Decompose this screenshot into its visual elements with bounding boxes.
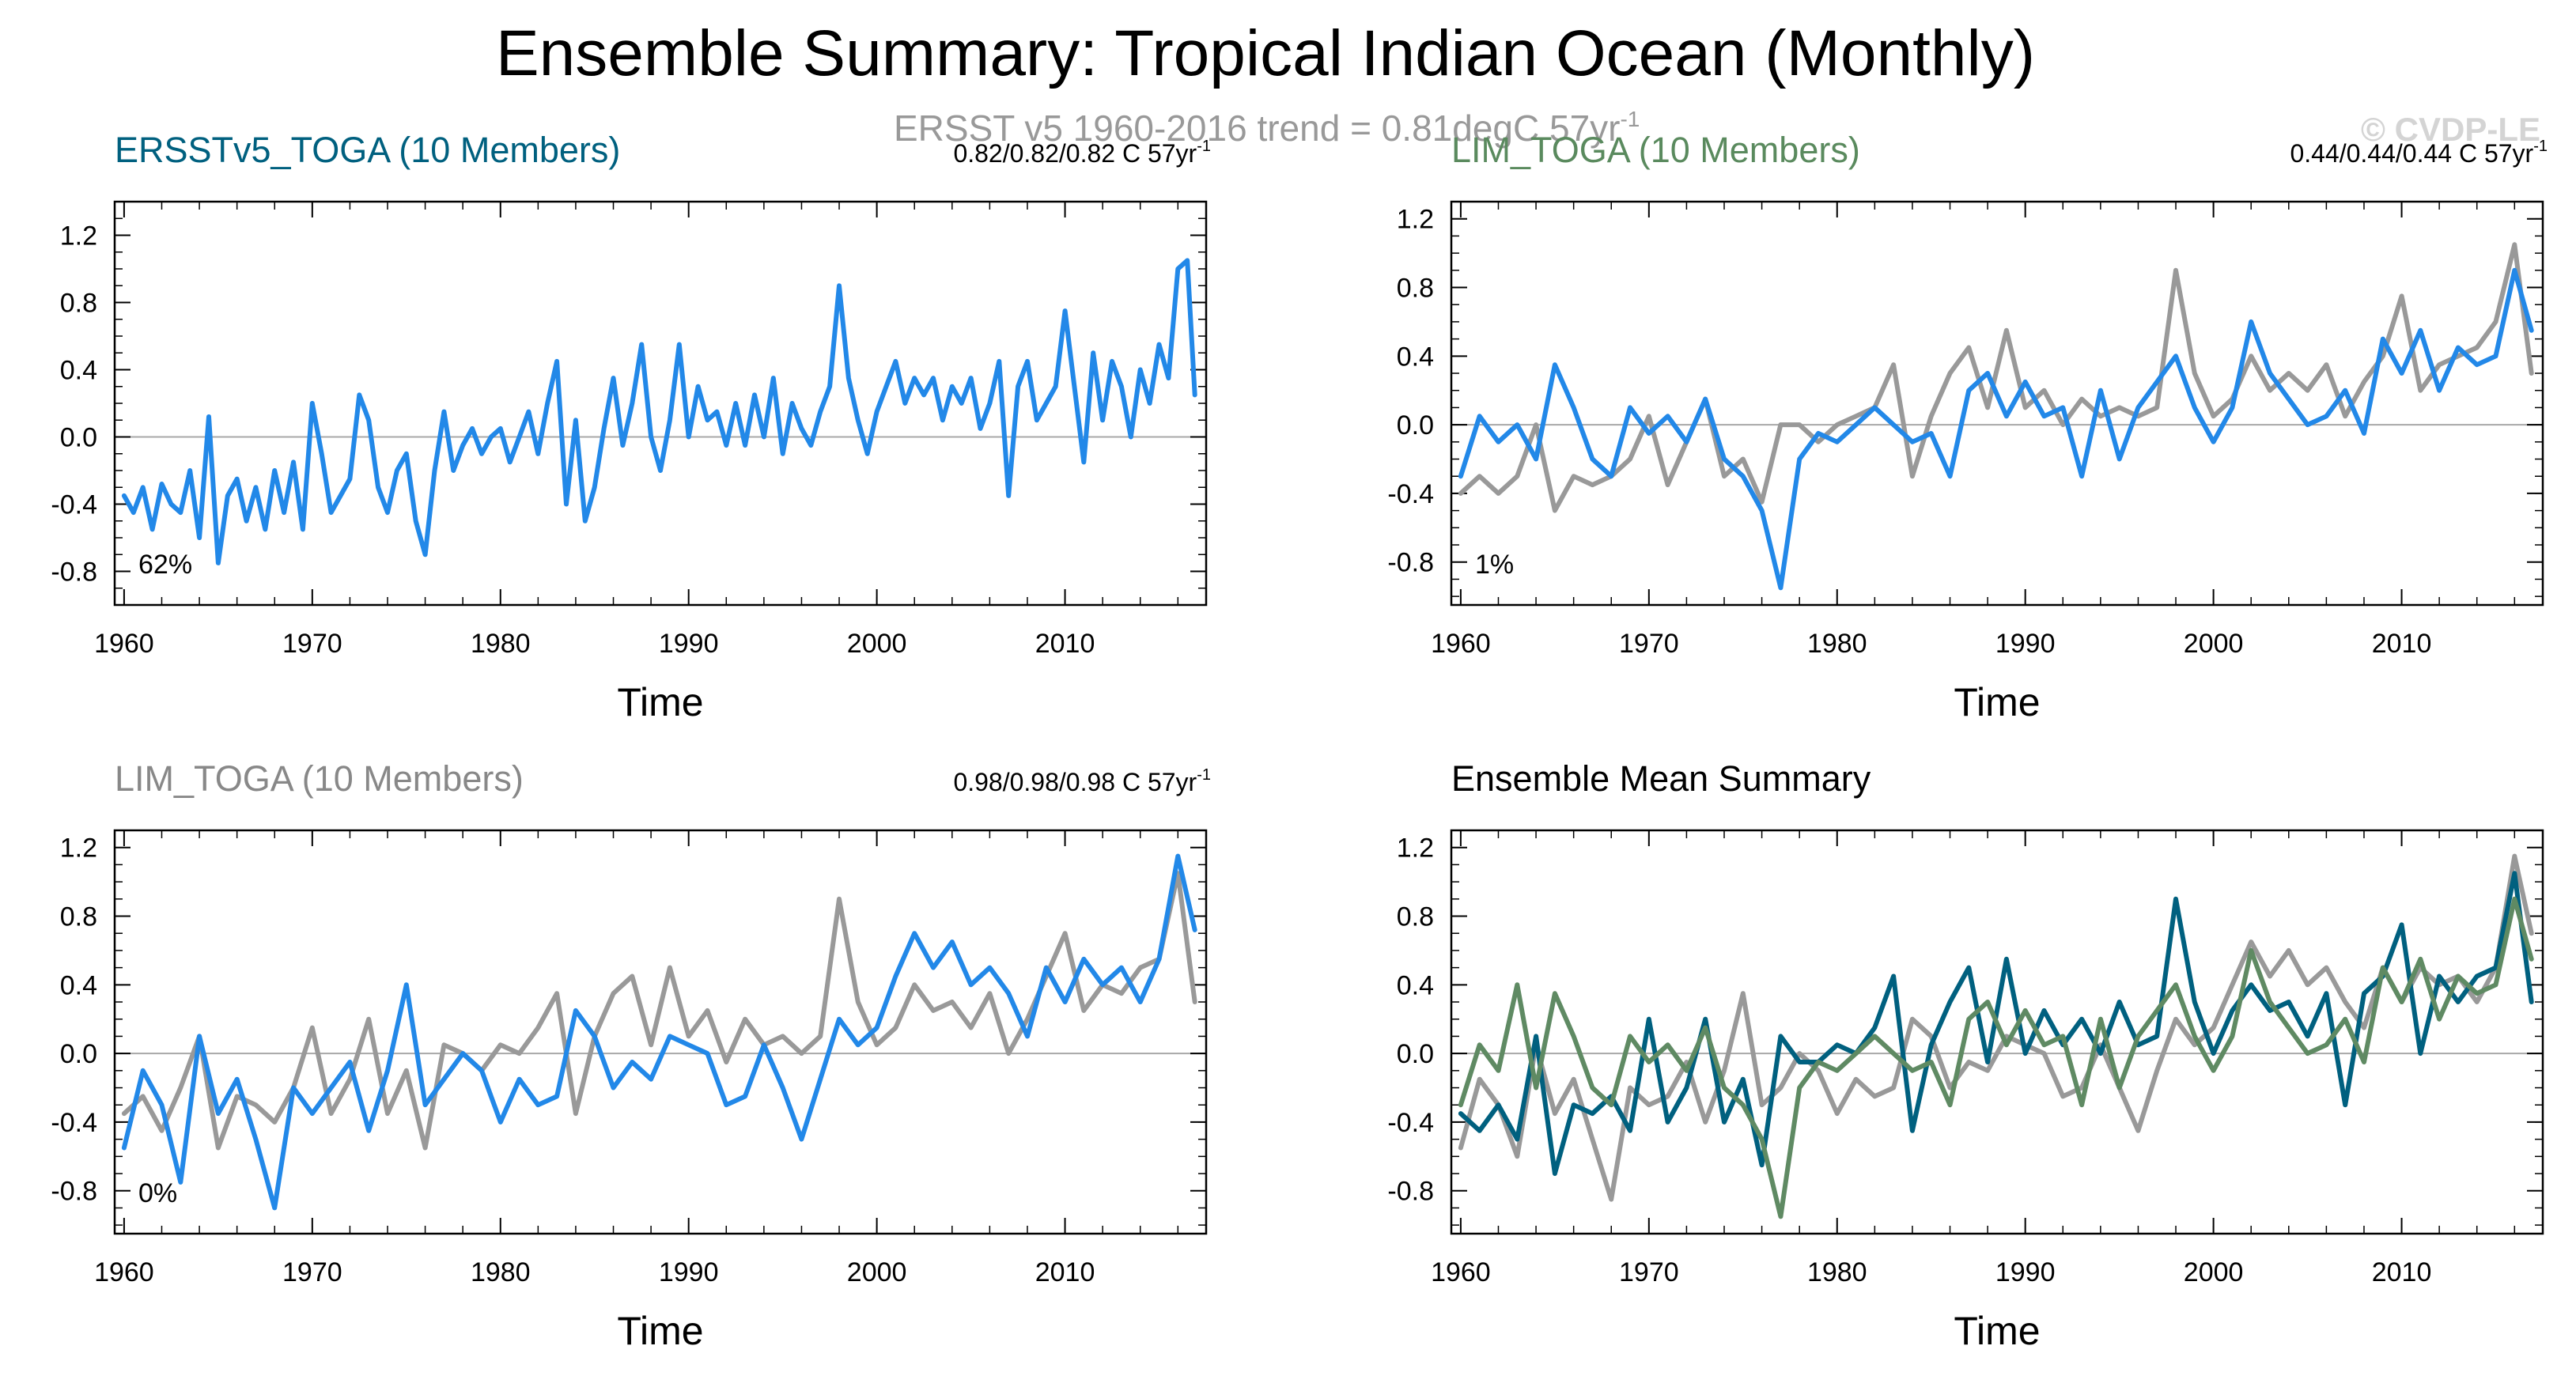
panel-title: LIM_TOGA (10 Members) <box>1451 130 1860 170</box>
panel-trend-text: 0.44/0.44/0.44 C 57yr <box>2290 139 2533 168</box>
obs-trend-text: ERSST v5 1960-2016 trend = 0.81degC 57yr <box>894 108 1620 149</box>
x-tick-label: 1980 <box>471 1257 531 1287</box>
y-tick-label: 0.4 <box>1397 342 1434 372</box>
x-tick-label: 1970 <box>282 1257 342 1287</box>
y-tick-label: -0.8 <box>51 1177 97 1207</box>
y-tick-label: 0.0 <box>1397 410 1434 440</box>
chart-panel-ersst: ERSSTv5_TOGA (10 Members) 0.82/0.82/0.82 … <box>51 130 1211 724</box>
y-tick-label: 0.0 <box>60 423 97 453</box>
x-tick-label: 2000 <box>847 629 907 659</box>
series-line-0 <box>121 871 1197 1151</box>
x-tick-label: 2000 <box>2184 1257 2244 1287</box>
y-tick-label: -0.4 <box>51 490 97 520</box>
y-tick-label: 1.2 <box>60 834 97 864</box>
x-axis-label: Time <box>617 680 703 724</box>
panel-title: LIM_TOGA (10 Members) <box>115 758 524 799</box>
panel-title: ERSSTv5_TOGA (10 Members) <box>115 130 620 170</box>
chart-panel-lim_a: LIM_TOGA (10 Members) 0.44/0.44/0.44 C 57… <box>1387 130 2548 724</box>
obs-trend-superscript: -1 <box>1620 107 1640 131</box>
x-tick-label: 2010 <box>1035 629 1095 659</box>
y-tick-label: 0.8 <box>60 902 97 932</box>
y-tick-label: 0.0 <box>60 1039 97 1069</box>
y-tick-label: 0.8 <box>1397 274 1434 304</box>
plot-frame <box>1450 200 2544 607</box>
x-tick-label: 1960 <box>94 629 154 659</box>
series-line-0 <box>1458 853 2534 1202</box>
x-tick-label: 2000 <box>847 1257 907 1287</box>
x-tick-label: 1970 <box>282 629 342 659</box>
series-line-2 <box>1458 896 2534 1219</box>
y-tick-label: 1.2 <box>1397 205 1434 235</box>
x-tick-label: 2010 <box>2372 1257 2432 1287</box>
corner-label: 62% <box>138 550 192 580</box>
x-tick-label: 2010 <box>1035 1257 1095 1287</box>
x-tick-label: 1960 <box>1431 629 1491 659</box>
x-tick-label: 1990 <box>659 629 719 659</box>
x-tick-label: 1970 <box>1619 629 1679 659</box>
copyright-watermark: © CVDP-LE <box>2361 111 2540 148</box>
panel-trend-text: 0.98/0.98/0.98 C 57yr <box>953 768 1197 796</box>
panel-trend-superscript: -1 <box>1197 138 1211 155</box>
panel-trend-text: 0.82/0.82/0.82 C 57yr <box>953 139 1197 168</box>
x-tick-label: 1960 <box>1431 1257 1491 1287</box>
y-tick-label: -0.8 <box>51 558 97 588</box>
y-tick-label: -0.4 <box>1387 479 1434 509</box>
y-tick-label: -0.4 <box>51 1108 97 1138</box>
panel-trend-label: 0.44/0.44/0.44 C 57yr-1 <box>2290 138 2548 168</box>
y-tick-label: 0.4 <box>60 356 97 386</box>
y-tick-label: -0.8 <box>1387 1177 1434 1207</box>
y-tick-label: 1.2 <box>60 221 97 251</box>
corner-label: 0% <box>138 1178 177 1208</box>
obs-trend-label: ERSST v5 1960-2016 trend = 0.81degC 57yr… <box>894 107 1640 149</box>
y-tick-label: 0.4 <box>1397 970 1434 1000</box>
x-tick-label: 1990 <box>659 1257 719 1287</box>
y-tick-label: -0.4 <box>1387 1108 1434 1138</box>
panel-trend-superscript: -1 <box>1197 766 1211 784</box>
x-tick-label: 2000 <box>2184 629 2244 659</box>
chart-panel-lim_b: LIM_TOGA (10 Members) 0.98/0.98/0.98 C 57… <box>51 758 1211 1353</box>
x-axis-label: Time <box>1954 1309 2040 1353</box>
plot-frame <box>113 829 1208 1235</box>
x-tick-label: 1970 <box>1619 1257 1679 1287</box>
x-tick-label: 1990 <box>1995 1257 2056 1287</box>
x-tick-label: 1990 <box>1995 629 2056 659</box>
y-tick-label: -0.8 <box>1387 548 1434 578</box>
chart-panel-mean: Ensemble Mean Summary 1.2 0.8 0.4 0.0 -0.4 -0.… <box>1387 758 2544 1353</box>
panel-trend-label: 0.98/0.98/0.98 C 57yr-1 <box>953 766 1211 796</box>
x-tick-label: 1980 <box>471 629 531 659</box>
series-line-1 <box>1458 871 2534 1176</box>
x-axis-label: Time <box>1954 680 2040 724</box>
series-line-0 <box>121 258 1197 565</box>
y-tick-label: 1.2 <box>1397 834 1434 864</box>
x-tick-label: 1980 <box>1807 1257 1867 1287</box>
series-line-1 <box>1458 267 2534 591</box>
y-tick-label: 0.0 <box>1397 1039 1434 1069</box>
corner-label: 1% <box>1475 550 1514 580</box>
plot-frame <box>1450 829 2544 1235</box>
y-tick-label: 0.4 <box>60 970 97 1000</box>
x-tick-label: 1960 <box>94 1257 154 1287</box>
series-line-0 <box>1458 242 2534 513</box>
plot-frame <box>113 200 1208 607</box>
figure-title: Ensemble Summary: Tropical Indian Ocean … <box>496 17 2035 89</box>
panel-trend-superscript: -1 <box>2533 138 2548 155</box>
y-tick-label: 0.8 <box>1397 902 1434 932</box>
x-tick-label: 2010 <box>2372 629 2432 659</box>
series-line-1 <box>121 853 1197 1211</box>
panel-title: Ensemble Mean Summary <box>1451 758 1871 799</box>
y-tick-label: 0.8 <box>60 289 97 319</box>
panel-trend-label: 0.82/0.82/0.82 C 57yr-1 <box>953 138 1211 168</box>
x-axis-label: Time <box>617 1309 703 1353</box>
x-tick-label: 1980 <box>1807 629 1867 659</box>
